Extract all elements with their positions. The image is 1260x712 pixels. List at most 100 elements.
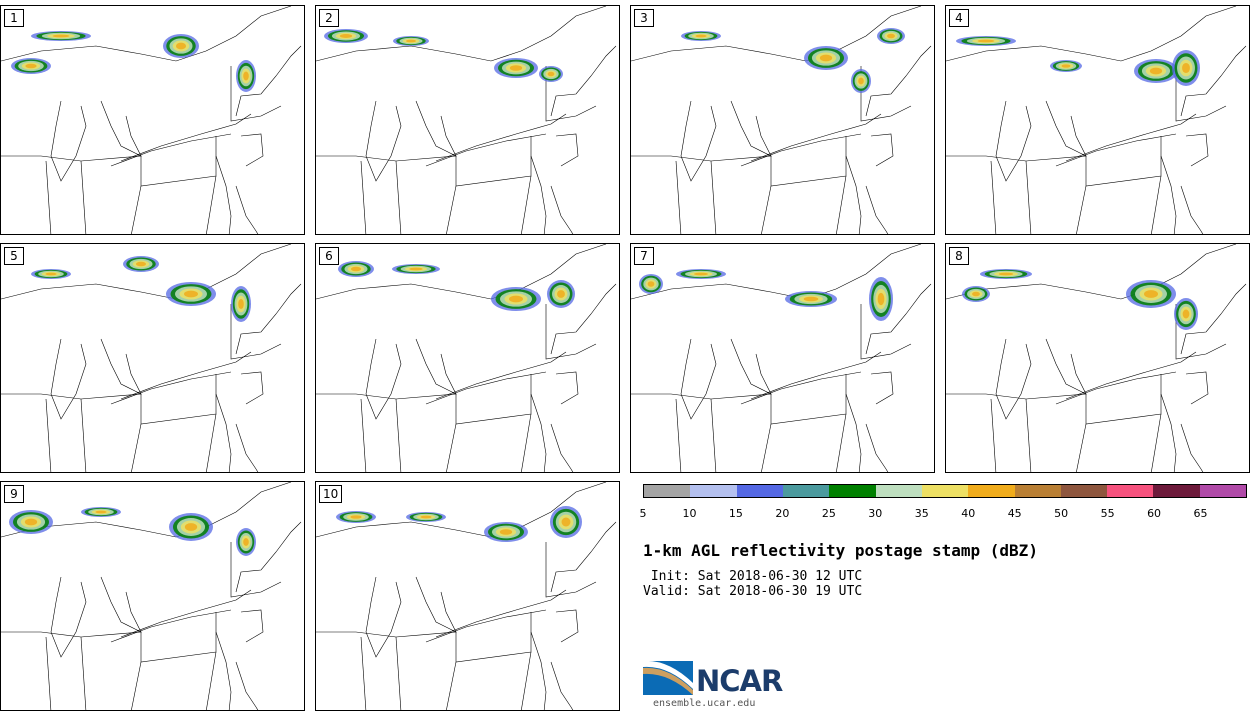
boundary-line [845, 155, 862, 234]
ensemble-panel-8: 8 [945, 243, 1250, 473]
boundary-line [446, 423, 457, 472]
boundary-line [550, 185, 574, 234]
boundary-line [360, 636, 367, 710]
boundary-line [395, 398, 402, 472]
reflectivity-echo [557, 290, 565, 298]
colorbar-segment [644, 485, 691, 497]
boundary-line [110, 609, 232, 643]
reflectivity-echo [1182, 309, 1190, 319]
reflectivity-echo [998, 272, 1014, 276]
boundary-line [990, 160, 997, 234]
boundary-line [1055, 371, 1177, 405]
boundary-line [1151, 175, 1162, 234]
colorbar-segment [1199, 485, 1247, 497]
boundary-line [730, 338, 772, 395]
boundary-line [316, 6, 607, 62]
boundary-line [215, 631, 232, 710]
panel-map [316, 482, 617, 710]
boundary-line [45, 398, 52, 472]
colorbar-tick-label: 25 [821, 507, 836, 520]
colorbar-tick-label: 60 [1147, 507, 1162, 520]
boundary-line [865, 283, 932, 355]
boundary-line [740, 371, 862, 405]
boundary-line [1, 6, 292, 62]
colorbar-segment [875, 485, 922, 497]
boundary-line [316, 374, 532, 425]
boundary-line [545, 304, 597, 360]
boundary-line [131, 423, 142, 472]
reflectivity-echo [184, 290, 198, 298]
reflectivity-echo [647, 281, 655, 287]
boundary-line [80, 160, 87, 234]
reflectivity-echo [184, 523, 198, 531]
reflectivity-echo [977, 39, 995, 43]
ensemble-panel-2: 2 [315, 5, 620, 235]
reflectivity-echo [350, 515, 362, 519]
panel-number-label: 8 [949, 247, 969, 265]
boundary-line [1065, 351, 1197, 400]
boundary-line [865, 185, 889, 234]
boundary-line [50, 338, 87, 420]
boundary-line [550, 45, 617, 117]
boundary-line [555, 133, 579, 167]
ensemble-panel-1: 1 [0, 5, 305, 235]
boundary-line [215, 155, 232, 234]
panel-number-label: 6 [319, 247, 339, 265]
valid-time: Valid: Sat 2018-06-30 19 UTC [643, 584, 863, 599]
boundary-line [240, 133, 264, 167]
boundary-line [45, 160, 52, 234]
boundary-line [435, 113, 567, 162]
boundary-line [1045, 100, 1087, 157]
boundary-line [110, 133, 232, 167]
colorbar-tick-label: 35 [914, 507, 929, 520]
reflectivity-echo [877, 292, 885, 306]
reflectivity-echo [95, 510, 107, 514]
boundary-line [415, 576, 457, 633]
boundary-line [1, 136, 217, 187]
boundary-line [230, 66, 282, 122]
boundary-line [860, 304, 912, 360]
reflectivity-echo [175, 42, 187, 50]
boundary-line [1, 612, 217, 663]
boundary-line [550, 283, 617, 355]
boundary-line [1180, 185, 1204, 234]
boundary-line [555, 371, 579, 405]
ensemble-panel-5: 5 [0, 243, 305, 473]
boundary-line [435, 589, 567, 638]
colorbar-tick-label: 55 [1100, 507, 1115, 520]
boundary-line [395, 636, 402, 710]
boundary-line [100, 100, 142, 157]
colorbar-segment [1153, 485, 1200, 497]
figure-title: 1-km AGL reflectivity postage stamp (dBZ… [643, 541, 1038, 560]
boundary-line [110, 371, 232, 405]
boundary-line [521, 175, 532, 234]
boundary-line [131, 185, 142, 234]
boundary-line [870, 133, 894, 167]
boundary-line [550, 661, 574, 710]
colorbar-segment [1014, 485, 1061, 497]
reflectivity-echo [243, 538, 249, 546]
colorbar-tick-label: 20 [775, 507, 790, 520]
ensemble-panel-6: 6 [315, 243, 620, 473]
boundary-line [521, 651, 532, 710]
boundary-line [530, 155, 547, 234]
reflectivity-echo [24, 518, 38, 526]
panel-map [1, 6, 302, 234]
reflectivity-echo [135, 261, 147, 267]
colorbar-segment [829, 485, 876, 497]
boundary-line [206, 413, 217, 472]
boundary-line [360, 160, 367, 234]
boundary-line [750, 351, 882, 400]
boundary-line [1045, 338, 1087, 395]
panel-map [1, 482, 302, 710]
boundary-line [395, 160, 402, 234]
boundary-line [836, 413, 847, 472]
reflectivity-echo [243, 71, 249, 81]
boundary-line [550, 521, 617, 593]
panel-map [631, 244, 932, 472]
colorbar-tick-label: 65 [1193, 507, 1208, 520]
boundary-line [206, 175, 217, 234]
panel-number-label: 2 [319, 9, 339, 27]
boundary-line [235, 45, 302, 117]
boundary-line [1180, 423, 1204, 472]
